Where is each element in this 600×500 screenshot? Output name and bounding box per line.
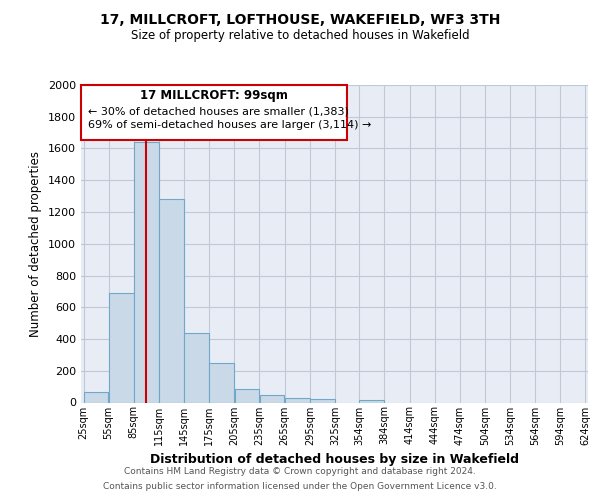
Text: Contains HM Land Registry data © Crown copyright and database right 2024.: Contains HM Land Registry data © Crown c…	[124, 467, 476, 476]
Text: Size of property relative to detached houses in Wakefield: Size of property relative to detached ho…	[131, 29, 469, 42]
Bar	[235, 388, 259, 402]
Text: Contains public sector information licensed under the Open Government Licence v3: Contains public sector information licen…	[103, 482, 497, 491]
Text: ← 30% of detached houses are smaller (1,383): ← 30% of detached houses are smaller (1,…	[88, 106, 349, 116]
Bar	[310, 400, 335, 402]
Text: 69% of semi-detached houses are larger (3,114) →: 69% of semi-detached houses are larger (…	[88, 120, 371, 130]
Bar	[159, 200, 184, 402]
X-axis label: Distribution of detached houses by size in Wakefield: Distribution of detached houses by size …	[150, 453, 519, 466]
Bar	[359, 400, 384, 402]
Bar	[84, 392, 109, 402]
Bar	[285, 398, 310, 402]
Bar	[109, 293, 134, 403]
Bar	[134, 142, 159, 403]
Y-axis label: Number of detached properties: Number of detached properties	[29, 151, 43, 337]
Text: 17 MILLCROFT: 99sqm: 17 MILLCROFT: 99sqm	[140, 89, 288, 102]
Text: 17, MILLCROFT, LOFTHOUSE, WAKEFIELD, WF3 3TH: 17, MILLCROFT, LOFTHOUSE, WAKEFIELD, WF3…	[100, 12, 500, 26]
Bar	[260, 394, 284, 402]
Bar	[184, 334, 209, 402]
Bar	[209, 363, 234, 403]
